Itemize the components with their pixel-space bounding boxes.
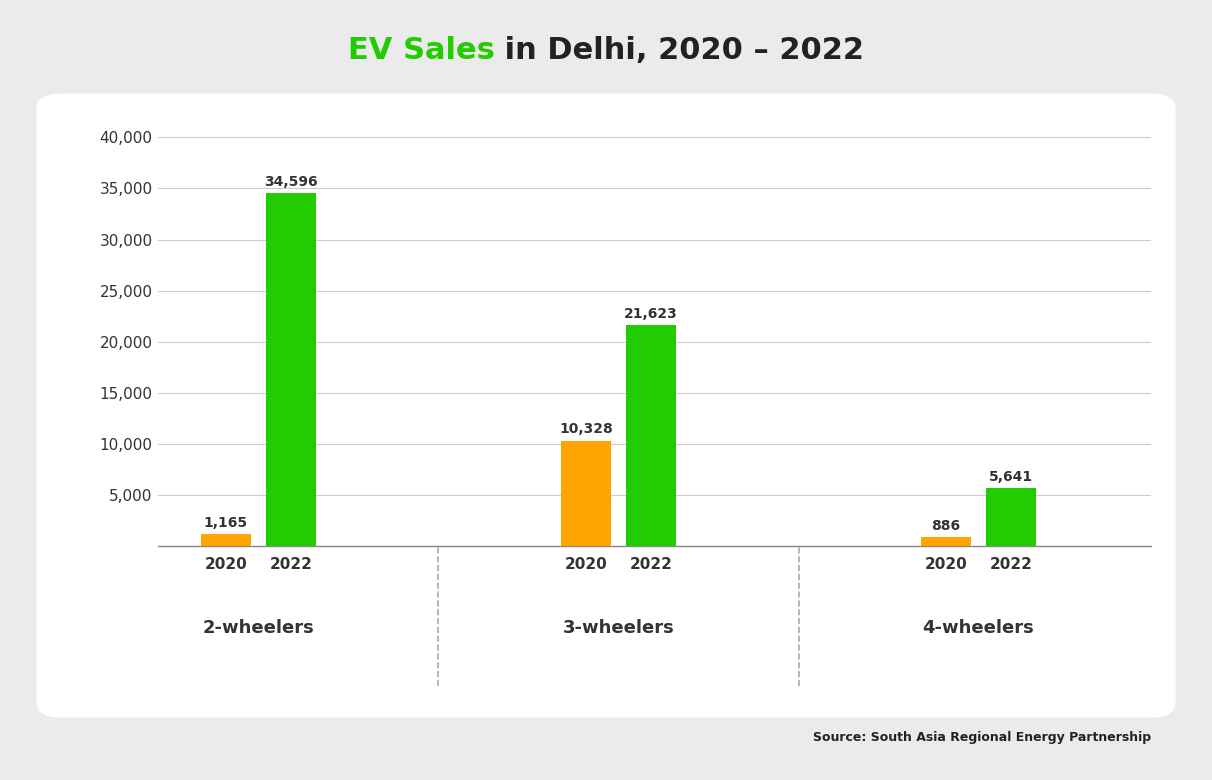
Text: Source: South Asia Regional Energy Partnership: Source: South Asia Regional Energy Partn…	[813, 731, 1151, 743]
Bar	[561, 441, 611, 546]
Text: EV Sales: EV Sales	[348, 36, 494, 66]
Bar	[625, 325, 676, 546]
Text: 886: 886	[932, 519, 961, 533]
Text: 21,623: 21,623	[624, 307, 678, 321]
Text: 2-wheelers: 2-wheelers	[202, 619, 314, 637]
Bar	[985, 488, 1036, 546]
Bar	[265, 193, 316, 546]
Bar	[201, 534, 251, 546]
Text: 4-wheelers: 4-wheelers	[922, 619, 1034, 637]
Text: 1,165: 1,165	[204, 516, 248, 530]
Bar	[921, 537, 971, 546]
Text: 3-wheelers: 3-wheelers	[562, 619, 674, 637]
Text: 5,641: 5,641	[989, 470, 1033, 484]
Text: 34,596: 34,596	[264, 175, 318, 189]
Text: in Delhi, 2020 – 2022: in Delhi, 2020 – 2022	[494, 36, 864, 66]
Text: 10,328: 10,328	[559, 423, 613, 437]
